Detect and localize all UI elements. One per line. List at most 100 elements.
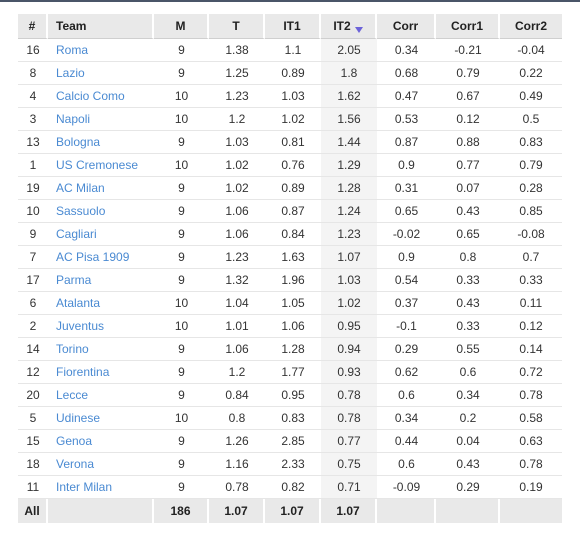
team-link[interactable]: Lecce — [56, 388, 89, 402]
cell-it2: 1.23 — [321, 223, 377, 246]
cell-team: US Cremonese — [48, 154, 154, 177]
cell-team: Lazio — [48, 62, 154, 85]
cell-rank: 9 — [18, 223, 48, 246]
cell-team: AC Milan — [48, 177, 154, 200]
cell-corr2: 0.11 — [500, 292, 562, 315]
cell-m: 9 — [154, 453, 209, 476]
cell-m: 9 — [154, 131, 209, 154]
cell-it2: 1.8 — [321, 62, 377, 85]
cell-corr: 0.31 — [377, 177, 436, 200]
cell-team: Roma — [48, 39, 154, 62]
cell-t: 1.2 — [209, 361, 265, 384]
cell-team: Torino — [48, 338, 154, 361]
cell-it2: 0.71 — [321, 476, 377, 499]
stats-table: # Team M T IT1 IT2 Corr Corr1 Corr2 16 Ro… — [18, 14, 562, 523]
cell-corr1: 0.88 — [436, 131, 500, 154]
team-link[interactable]: Roma — [56, 43, 89, 57]
cell-m: 10 — [154, 108, 209, 131]
totals-label: All — [18, 499, 48, 523]
column-header-corr2[interactable]: Corr2 — [500, 14, 562, 39]
team-link[interactable]: Sassuolo — [56, 204, 106, 218]
table-row: 20 Lecce 9 0.84 0.95 0.78 0.6 0.34 0.78 — [18, 384, 562, 407]
cell-rank: 20 — [18, 384, 48, 407]
cell-corr1: 0.43 — [436, 453, 500, 476]
team-link[interactable]: Udinese — [56, 411, 101, 425]
cell-corr1: 0.43 — [436, 200, 500, 223]
cell-it2: 1.24 — [321, 200, 377, 223]
cell-corr: 0.34 — [377, 39, 436, 62]
cell-corr: 0.44 — [377, 430, 436, 453]
team-link[interactable]: Calcio Como — [56, 89, 125, 103]
column-header-rank[interactable]: # — [18, 14, 48, 39]
cell-rank: 14 — [18, 338, 48, 361]
column-header-it2[interactable]: IT2 — [321, 14, 377, 39]
totals-corr1 — [436, 499, 500, 523]
cell-corr2: 0.78 — [500, 384, 562, 407]
cell-corr1: 0.77 — [436, 154, 500, 177]
cell-corr2: 0.7 — [500, 246, 562, 269]
column-header-corr1[interactable]: Corr1 — [436, 14, 500, 39]
cell-corr2: -0.04 — [500, 39, 562, 62]
cell-corr2: 0.19 — [500, 476, 562, 499]
team-link[interactable]: Napoli — [56, 112, 91, 126]
column-header-t[interactable]: T — [209, 14, 265, 39]
stats-table-container: # Team M T IT1 IT2 Corr Corr1 Corr2 16 Ro… — [18, 14, 562, 523]
team-link[interactable]: AC Pisa 1909 — [56, 250, 130, 264]
table-row: 17 Parma 9 1.32 1.96 1.03 0.54 0.33 0.33 — [18, 269, 562, 292]
cell-rank: 2 — [18, 315, 48, 338]
cell-corr2: 0.83 — [500, 131, 562, 154]
cell-team: Genoa — [48, 430, 154, 453]
cell-corr: 0.53 — [377, 108, 436, 131]
cell-rank: 15 — [18, 430, 48, 453]
table-row: 10 Sassuolo 9 1.06 0.87 1.24 0.65 0.43 0.85 — [18, 200, 562, 223]
team-link[interactable]: Juventus — [56, 319, 105, 333]
cell-team: Atalanta — [48, 292, 154, 315]
column-header-m[interactable]: M — [154, 14, 209, 39]
column-header-it1[interactable]: IT1 — [265, 14, 321, 39]
totals-it1: 1.07 — [265, 499, 321, 523]
team-link[interactable]: Fiorentina — [56, 365, 110, 379]
cell-m: 9 — [154, 177, 209, 200]
cell-t: 1.23 — [209, 246, 265, 269]
table-row: 6 Atalanta 10 1.04 1.05 1.02 0.37 0.43 0.11 — [18, 292, 562, 315]
cell-it2: 0.94 — [321, 338, 377, 361]
cell-corr2: 0.28 — [500, 177, 562, 200]
cell-m: 9 — [154, 338, 209, 361]
table-row: 2 Juventus 10 1.01 1.06 0.95 -0.1 0.33 0.12 — [18, 315, 562, 338]
cell-m: 9 — [154, 430, 209, 453]
cell-m: 9 — [154, 200, 209, 223]
cell-rank: 3 — [18, 108, 48, 131]
cell-rank: 18 — [18, 453, 48, 476]
team-link[interactable]: Bologna — [56, 135, 101, 149]
cell-t: 0.84 — [209, 384, 265, 407]
totals-corr — [377, 499, 436, 523]
cell-it1: 2.33 — [265, 453, 321, 476]
cell-it2: 0.78 — [321, 384, 377, 407]
team-link[interactable]: Genoa — [56, 434, 93, 448]
cell-it2: 1.29 — [321, 154, 377, 177]
team-link[interactable]: Torino — [56, 342, 89, 356]
team-link[interactable]: Parma — [56, 273, 92, 287]
cell-team: Fiorentina — [48, 361, 154, 384]
cell-rank: 16 — [18, 39, 48, 62]
cell-it1: 1.28 — [265, 338, 321, 361]
cell-team: Lecce — [48, 384, 154, 407]
column-header-team[interactable]: Team — [48, 14, 154, 39]
table-row: 15 Genoa 9 1.26 2.85 0.77 0.44 0.04 0.63 — [18, 430, 562, 453]
team-link[interactable]: US Cremonese — [56, 158, 139, 172]
cell-it2: 1.02 — [321, 292, 377, 315]
cell-t: 1.02 — [209, 154, 265, 177]
team-link[interactable]: Cagliari — [56, 227, 97, 241]
cell-it1: 0.89 — [265, 62, 321, 85]
cell-t: 1.23 — [209, 85, 265, 108]
team-link[interactable]: Atalanta — [56, 296, 101, 310]
cell-rank: 7 — [18, 246, 48, 269]
team-link[interactable]: Inter Milan — [56, 480, 113, 494]
team-link[interactable]: AC Milan — [56, 181, 105, 195]
cell-corr2: 0.33 — [500, 269, 562, 292]
cell-corr: -0.09 — [377, 476, 436, 499]
column-header-corr[interactable]: Corr — [377, 14, 436, 39]
team-link[interactable]: Lazio — [56, 66, 85, 80]
cell-it1: 1.96 — [265, 269, 321, 292]
team-link[interactable]: Verona — [56, 457, 95, 471]
